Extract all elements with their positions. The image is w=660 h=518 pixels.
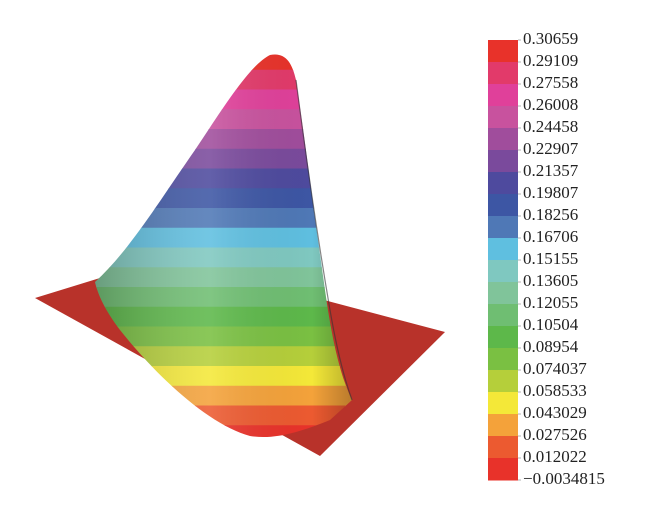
colorbar-band (488, 392, 518, 415)
colorbar-label: 0.074037 (523, 359, 587, 378)
colorbar-band (488, 216, 518, 239)
colorbar-band (488, 436, 518, 459)
colorbar-band (488, 414, 518, 437)
colorbar-label: 0.29109 (523, 51, 578, 70)
colorbar-label: 0.22907 (523, 139, 579, 158)
colorbar-band (488, 304, 518, 327)
colorbar-label: 0.08954 (523, 337, 579, 356)
colorbar-band (488, 172, 518, 195)
colorbar-band (488, 40, 518, 63)
hill (95, 54, 352, 438)
colorbar-band (488, 62, 518, 85)
colorbar-label: 0.15155 (523, 249, 578, 268)
colorbar-band (488, 326, 518, 349)
colorbar-band (488, 370, 518, 393)
colorbar-label: 0.27558 (523, 73, 578, 92)
colorbar-label: 0.24458 (523, 117, 578, 136)
colorbar-label: 0.18256 (523, 205, 578, 224)
colorbar-label: 0.027526 (523, 425, 587, 444)
colorbar-label: 0.13605 (523, 271, 578, 290)
colorbar-label: 0.012022 (523, 447, 587, 466)
colorbar-label: −0.0034815 (523, 469, 605, 488)
colorbar-label: 0.043029 (523, 403, 587, 422)
colorbar-label: 0.21357 (523, 161, 579, 180)
colorbar-band (488, 150, 518, 173)
ridge-line (295, 79, 353, 401)
colorbar-band (488, 194, 518, 217)
surface-shade (95, 54, 352, 438)
colorbar: 0.30659 0.29109 0.27558 0.26008 0.24458 0.229… (488, 29, 605, 488)
colorbar-label: 0.30659 (523, 29, 578, 48)
colorbar-band (488, 282, 518, 305)
colorbar-band (488, 106, 518, 129)
colorbar-label: 0.19807 (523, 183, 579, 202)
colorbar-band (488, 128, 518, 151)
surface-plot (35, 54, 445, 456)
colorbar-label: 0.10504 (523, 315, 579, 334)
colorbar-label: 0.26008 (523, 95, 578, 114)
colorbar-band (488, 458, 518, 481)
colorbar-band (488, 348, 518, 371)
colorbar-label: 0.16706 (523, 227, 578, 246)
colorbar-band (488, 238, 518, 261)
colorbar-label: 0.12055 (523, 293, 578, 312)
colorbar-label: 0.058533 (523, 381, 587, 400)
colorbar-band (488, 260, 518, 283)
colorbar-band (488, 84, 518, 107)
surface-band (95, 69, 352, 91)
surface-band (95, 54, 352, 71)
